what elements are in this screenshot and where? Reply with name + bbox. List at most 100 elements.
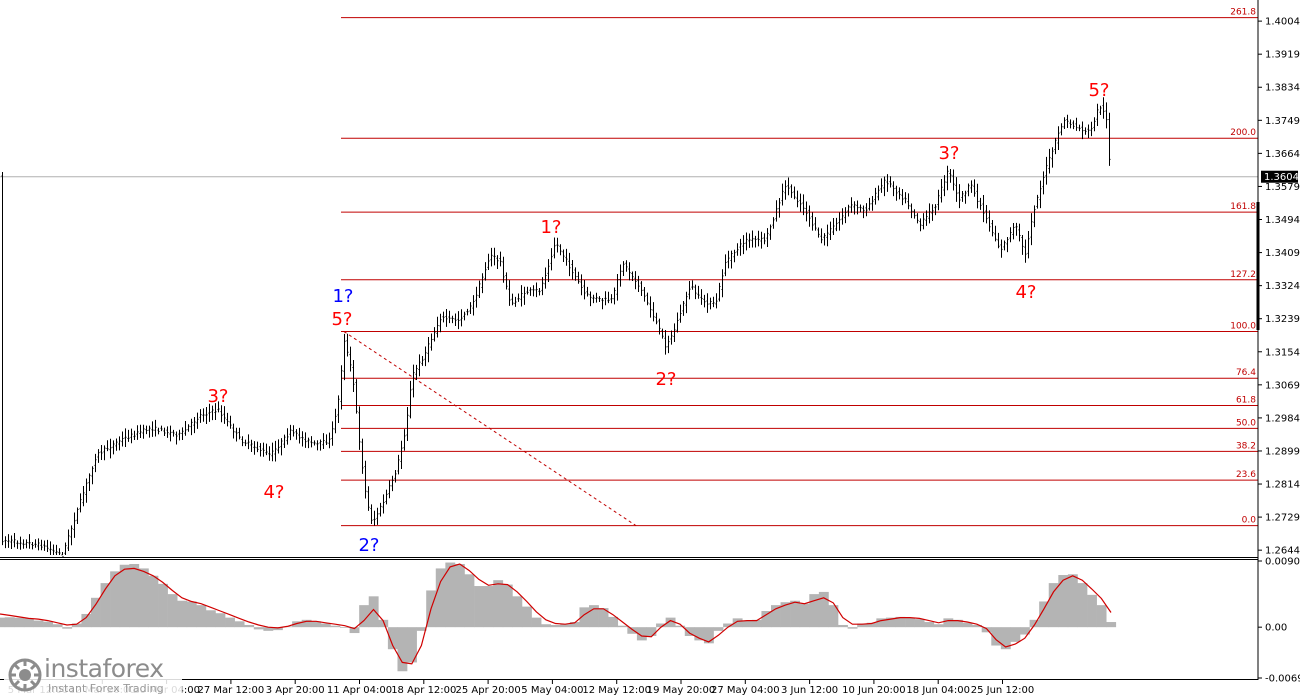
fib-level-label: 261.8 [1230, 8, 1256, 18]
oscillator-bar [541, 624, 552, 628]
oscillator-bar [847, 627, 858, 629]
oscillator-bar [1067, 574, 1078, 628]
time-tick-label: 27 Mar 12:00 [198, 685, 265, 696]
oscillator-bar [665, 617, 676, 628]
price-tick-label: 1.3749 [1265, 116, 1300, 127]
oscillator-bar [1000, 627, 1011, 650]
oscillator-bar [1077, 583, 1088, 628]
oscillator-bar [713, 627, 724, 631]
oscillator-bar [828, 605, 839, 628]
wave-label: 1? [540, 217, 561, 238]
oscillator-bar [1010, 627, 1021, 642]
oscillator-bar [885, 617, 896, 628]
oscillator-bar [23, 618, 34, 628]
oscillator-bar [962, 622, 973, 628]
price-tick-label: 1.2814 [1265, 480, 1300, 491]
oscillator-bar [866, 622, 877, 628]
oscillator-bar [569, 622, 580, 628]
oscillator-bar [589, 605, 599, 628]
price-tick-label: 1.3324 [1265, 281, 1300, 292]
oscillator-bar [483, 586, 494, 628]
oscillator-bar [761, 611, 772, 628]
oscillator-bar [684, 627, 695, 636]
oscillator-bar [1020, 627, 1030, 635]
oscillator-bar [636, 627, 647, 641]
price-tick-label: 1.3919 [1265, 50, 1300, 61]
oscillator-bar [167, 594, 178, 628]
oscillator-bar [933, 624, 944, 628]
oscillator-bar [675, 625, 686, 628]
time-tick-label: 18 Jun 04:00 [906, 685, 970, 696]
oscillator-bar [158, 583, 168, 628]
instaforex-logo-icon [8, 658, 42, 692]
oscillator-bar [780, 602, 791, 628]
oscillator-bar [732, 618, 743, 628]
wave-label: 3? [938, 143, 959, 164]
oscillator-bar [742, 620, 753, 628]
oscillator-bar [340, 627, 350, 628]
wave-label: 2? [655, 369, 676, 390]
oscillator-bar [943, 618, 954, 628]
fib-level-label: 23.6 [1236, 470, 1256, 480]
wave-labels: 3?4?1?5?2?1?2?3?4?5? [207, 80, 1109, 556]
retracement-diagonal [343, 331, 637, 527]
oscillator-bar [1058, 575, 1069, 628]
wave-label: 4? [1015, 282, 1036, 303]
oscillator-bar [0, 617, 6, 628]
oscillator-bar [905, 617, 915, 628]
oscillator-bar [330, 625, 341, 628]
oscillator-bar [627, 627, 638, 634]
wave-label: 5? [331, 309, 352, 330]
time-tick-label: 19 May 20:00 [647, 685, 716, 696]
price-tick-label: 1.2984 [1265, 413, 1300, 424]
oscillator-bar [550, 624, 561, 628]
oscillator-bar [512, 596, 523, 628]
oscillator-bar [378, 619, 389, 628]
oscillator-bar [14, 617, 25, 628]
oscillator-bar [359, 605, 370, 628]
fib-level-label: 0.0 [1242, 516, 1257, 526]
oscillator-bar [1039, 601, 1050, 628]
oscillator-bar [33, 620, 44, 628]
oscillator-bar [81, 613, 92, 628]
fib-level-label: 127.2 [1230, 270, 1256, 280]
time-tick-label: 25 Apr 20:00 [455, 685, 520, 696]
oscillator-bar [464, 574, 475, 628]
oscillator-bar [52, 624, 63, 628]
oscillator-signal-line [0, 563, 1112, 665]
logo-tagline: Instant Forex Trading [48, 682, 164, 695]
price-tick-label: 1.3069 [1265, 380, 1300, 391]
oscillator-bar [119, 564, 130, 628]
oscillator-bar [656, 623, 666, 628]
oscillator-bar [71, 623, 82, 628]
oscillator-bar [205, 610, 216, 628]
oscillator-bar [215, 613, 226, 628]
fib-level-label: 161.8 [1230, 202, 1256, 212]
oscillator-bar [646, 627, 657, 636]
oscillator-bar [387, 627, 398, 650]
oscillator-bar [560, 624, 571, 628]
time-tick-label: 12 May 12:00 [582, 685, 651, 696]
oscillator-bar [723, 623, 733, 628]
fib-level-label: 50.0 [1236, 418, 1256, 428]
oscillator-bar [924, 622, 935, 628]
oscillator-bar [311, 621, 322, 628]
price-tick-label: 1.3579 [1265, 182, 1300, 193]
fib-level-label: 100.0 [1230, 322, 1256, 332]
oscillator-bar [110, 571, 121, 628]
oscillator-bar [138, 568, 149, 628]
oscillator-bar [1106, 622, 1117, 628]
oscillator-bar [474, 586, 484, 628]
oscillator-bar [790, 600, 801, 628]
oscillator-bar [148, 575, 159, 628]
wave-label: 3? [207, 386, 228, 407]
oscillator-bar [454, 564, 465, 628]
oscillator-tick-label: 0.00 [1265, 623, 1287, 634]
oscillator-bar [253, 627, 264, 630]
time-tick-label: 5 May 04:00 [521, 685, 583, 696]
oscillator-panel [0, 562, 1117, 672]
wave-label: 5? [1088, 80, 1109, 101]
wave-label: 4? [263, 482, 284, 503]
